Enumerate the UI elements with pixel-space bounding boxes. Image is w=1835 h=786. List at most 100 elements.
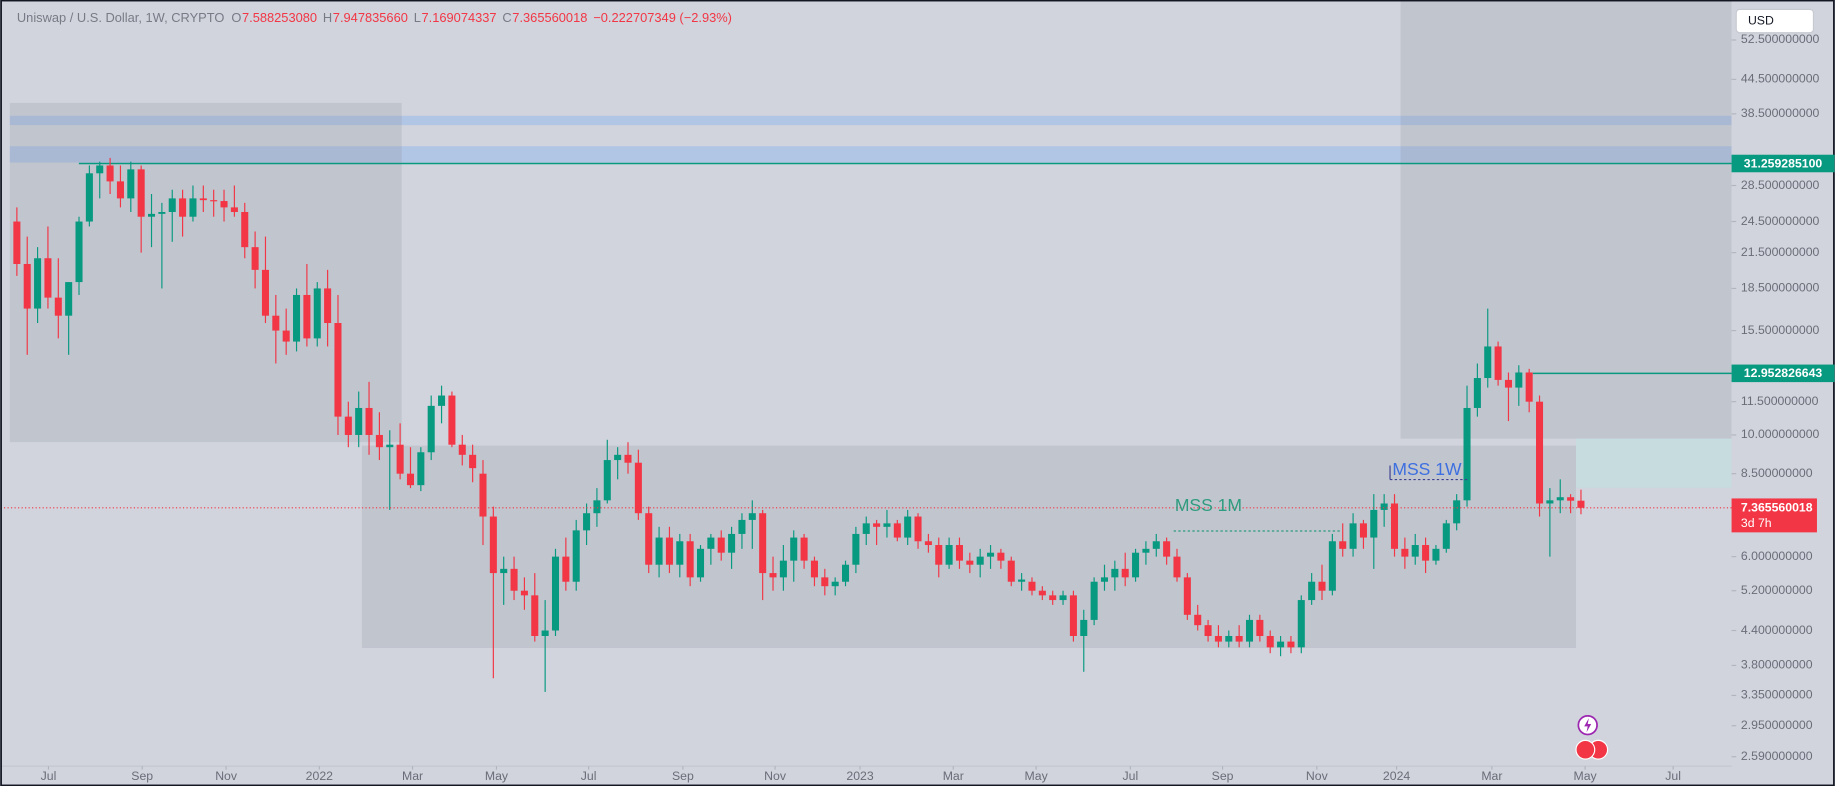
candle-body [65, 282, 73, 316]
ohlc-letter: H [323, 10, 332, 25]
candle-body [427, 405, 435, 453]
candle-body [44, 258, 52, 298]
x-tick-label: Sep [131, 769, 153, 783]
candle-body [1018, 579, 1026, 582]
y-tick-label: 11.500000000 [1741, 394, 1819, 408]
range-box [9, 102, 402, 443]
candle-body [1214, 635, 1222, 642]
candle-body [375, 434, 383, 448]
candle-body [148, 213, 156, 217]
candle-body [904, 516, 912, 538]
candle-body [406, 473, 415, 486]
candle-body [728, 533, 736, 553]
x-tick-label: Jul [41, 769, 57, 783]
candle-body [500, 568, 508, 574]
candle-body [779, 560, 787, 578]
candle-body [790, 537, 798, 561]
candle-body [438, 395, 446, 406]
candle-body [1453, 500, 1461, 524]
candle-body [1442, 523, 1450, 549]
candle-body [831, 581, 839, 587]
plot [0, 157, 1732, 692]
candle-body [1473, 378, 1481, 408]
candle-body [1183, 577, 1191, 615]
y-tick-label: 18.500000000 [1741, 281, 1820, 295]
candle-body [1556, 497, 1564, 501]
candle-body [365, 407, 373, 435]
y-tick-label: 28.500000000 [1741, 178, 1820, 192]
candle-body [1059, 595, 1067, 601]
candle-body [1007, 560, 1015, 582]
price-tag-label: 31.259285100 [1744, 156, 1823, 170]
candle-body [282, 330, 290, 342]
candle-body [572, 530, 580, 582]
candle-body [313, 288, 321, 339]
candle-body [686, 541, 694, 578]
candle-body [583, 513, 591, 531]
candle-body [634, 462, 642, 514]
candle-body [1256, 619, 1264, 636]
candle-body [96, 165, 104, 174]
candle-body [469, 454, 477, 469]
event-icon[interactable] [1575, 739, 1596, 760]
candle-body [1525, 372, 1533, 402]
price-tag [1731, 154, 1835, 173]
candle-body [251, 247, 259, 270]
candle-body [230, 207, 238, 213]
candle-body [1463, 407, 1471, 501]
candle-body [1318, 581, 1326, 591]
ohlc-value: 7.947835660 [333, 10, 408, 25]
candle-body [158, 212, 166, 214]
y-tick-label: 44.500000000 [1741, 72, 1820, 86]
candle-body [551, 556, 560, 631]
candle-body [873, 523, 881, 527]
price-tag-label: 12.952826643 [1744, 366, 1823, 380]
candle-body [883, 523, 891, 527]
candle-body [334, 323, 342, 417]
candle-body [1484, 346, 1492, 379]
candle-body [1038, 590, 1046, 596]
candle-body [769, 573, 777, 578]
candle-body [261, 269, 269, 316]
ohlc-letter: L [414, 10, 421, 25]
currency-button[interactable] [1735, 8, 1815, 34]
x-tick-label: Jul [1123, 769, 1139, 783]
candle-body [541, 630, 549, 636]
candle-body [1100, 577, 1109, 582]
candle-body [1432, 548, 1440, 561]
candle-body [137, 169, 145, 217]
x-tick-label: May [485, 769, 509, 783]
candle-body [976, 556, 984, 565]
candle-body [272, 315, 280, 331]
y-tick-label: 8.500000000 [1741, 466, 1813, 480]
candle-body [179, 198, 187, 217]
candle-body [655, 537, 663, 565]
candle-body [1504, 379, 1512, 388]
candle-body [955, 545, 963, 561]
candle-body [1069, 595, 1077, 636]
candle-body [935, 545, 943, 565]
candle-body [624, 454, 632, 463]
y-tick-label: 2.590000000 [1741, 749, 1813, 763]
candle-body [106, 165, 114, 182]
candle-body [914, 516, 922, 542]
candle-body [220, 201, 228, 208]
candle-body [34, 258, 42, 309]
y-tick-label: 38.500000000 [1741, 106, 1820, 120]
y-tick-label: 24.500000000 [1741, 214, 1820, 228]
annotation: MSS 1W [1392, 459, 1462, 479]
candle-body [1297, 600, 1305, 648]
candle-body [1339, 541, 1347, 549]
candle-body [562, 556, 570, 582]
candle-body [593, 500, 601, 514]
candle-body [924, 541, 932, 546]
candle-body [614, 454, 622, 461]
candle-body [1308, 581, 1316, 601]
candle-body [1577, 500, 1585, 508]
candle-body [1536, 401, 1544, 504]
candle-body [168, 198, 176, 213]
y-tick-label: 5.200000000 [1741, 583, 1813, 597]
candle-body [489, 516, 497, 574]
candle-body [738, 519, 746, 534]
candle-body [1111, 568, 1119, 578]
